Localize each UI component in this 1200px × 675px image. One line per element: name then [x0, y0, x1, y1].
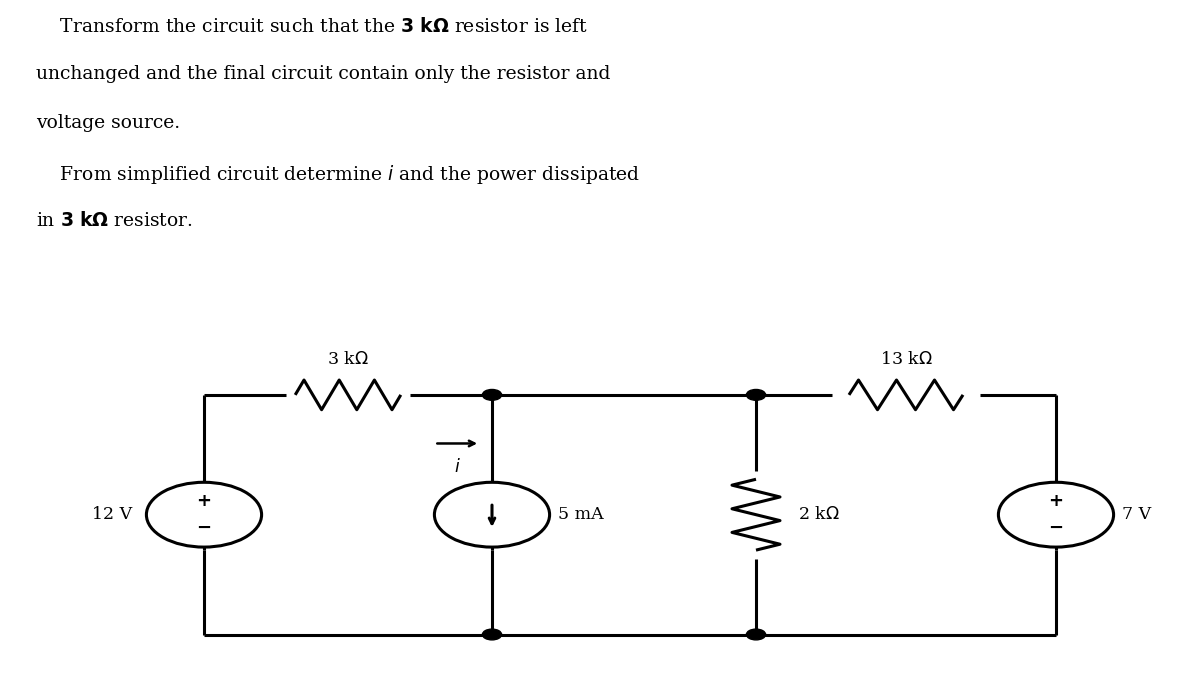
Text: unchanged and the final circuit contain only the resistor and: unchanged and the final circuit contain …: [36, 65, 611, 84]
Text: +: +: [1049, 492, 1063, 510]
Text: 12 V: 12 V: [92, 506, 132, 523]
Text: $i$: $i$: [454, 458, 461, 477]
Text: −: −: [197, 519, 211, 537]
Circle shape: [482, 629, 502, 640]
Text: 13 k$\Omega$: 13 k$\Omega$: [880, 351, 932, 368]
Text: voltage source.: voltage source.: [36, 114, 180, 132]
Text: 5 mA: 5 mA: [558, 506, 604, 523]
Text: −: −: [1049, 519, 1063, 537]
Text: Transform the circuit such that the $\mathbf{3\ k\Omega}$ resistor is left: Transform the circuit such that the $\ma…: [36, 17, 588, 36]
Text: 3 k$\Omega$: 3 k$\Omega$: [328, 351, 368, 368]
Circle shape: [482, 389, 502, 400]
Text: in $\mathbf{3\ k\Omega}$ resistor.: in $\mathbf{3\ k\Omega}$ resistor.: [36, 211, 193, 230]
Circle shape: [746, 389, 766, 400]
Text: 2 k$\Omega$: 2 k$\Omega$: [798, 506, 840, 523]
Text: +: +: [197, 492, 211, 510]
Text: 7 V: 7 V: [1122, 506, 1151, 523]
Circle shape: [746, 629, 766, 640]
Text: From simplified circuit determine $\mathit{i}$ and the power dissipated: From simplified circuit determine $\math…: [36, 163, 640, 186]
